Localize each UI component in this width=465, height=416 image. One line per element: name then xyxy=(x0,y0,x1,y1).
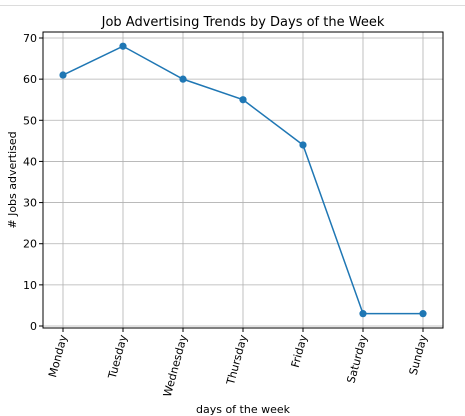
x-tick-label: Tuesday xyxy=(105,333,130,381)
x-tick-label: Saturday xyxy=(345,333,371,385)
x-tick-label: Sunday xyxy=(407,333,430,377)
axis-ticks: Monday Tuesday Wednesday Thursday Friday Satu… xyxy=(23,32,430,398)
y-axis-label: # Jobs advertised xyxy=(6,131,19,228)
x-tick-label: Friday xyxy=(289,333,310,369)
y-tick-label: 40 xyxy=(23,155,37,168)
data-point xyxy=(299,141,307,149)
window-top-strip xyxy=(0,0,465,6)
y-tick-label: 70 xyxy=(23,32,37,45)
series-group xyxy=(59,42,427,318)
x-tick-label: Thursday xyxy=(224,333,250,387)
y-tick-label: 50 xyxy=(23,114,37,127)
data-point xyxy=(239,96,247,104)
grid-lines xyxy=(43,32,443,328)
x-tick-label: Monday xyxy=(46,333,70,379)
y-tick-label: 10 xyxy=(23,279,37,292)
data-point xyxy=(59,71,67,79)
y-tick-label: 30 xyxy=(23,197,37,210)
data-point xyxy=(359,310,367,318)
x-tick-label: Wednesday xyxy=(161,333,190,398)
x-axis-label: days of the week xyxy=(196,403,291,416)
data-point xyxy=(179,75,187,83)
y-tick-label: 60 xyxy=(23,73,37,86)
data-point xyxy=(119,42,127,50)
y-tick-label: 20 xyxy=(23,238,37,251)
data-point xyxy=(419,310,427,318)
y-tick-label: 0 xyxy=(30,320,37,333)
chart-title: Job Advertising Trends by Days of the We… xyxy=(101,15,385,30)
